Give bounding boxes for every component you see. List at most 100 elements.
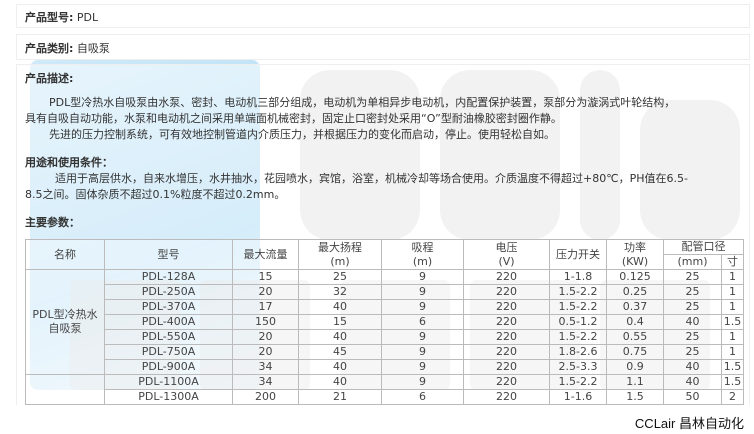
description-section: 产品描述: PDL型冷热水自吸泵由水泵、密封、电动机三部分组成，电动机为单相异步…	[16, 64, 750, 405]
table-cell: 2	[721, 389, 744, 405]
header-model: 型号	[104, 239, 233, 270]
description-p1: PDL型冷热水自吸泵由水泵、密封、电动机三部分组成，电动机为单相异步电动机，内配…	[49, 96, 676, 109]
header-voltage: 电压 (V)	[463, 239, 550, 270]
header-pipe-inch: 寸	[721, 254, 744, 270]
header-suction: 吸程 (m)	[381, 239, 464, 270]
table-cell: PDL-750A	[104, 344, 233, 360]
table-cell: 6	[381, 389, 464, 405]
table-row: PDL型冷热水自吸泵 PDL-128A 15 25 9 220 1-1.8 0.125 25 1	[25, 269, 744, 375]
header-switch: 压力开关	[549, 239, 607, 270]
table-cell: 25	[663, 329, 722, 345]
table-cell: 40	[298, 374, 382, 390]
usage-label: 用途和使用条件：	[25, 156, 113, 169]
model-value: PDL	[76, 11, 99, 24]
header-head: 最大扬程 (m)	[298, 239, 382, 270]
header-power: 功率 (KW)	[606, 239, 664, 270]
table-row: PDL-250A 20 32 9 220 1.5-2.2 0.25 25 1	[26, 284, 744, 300]
table-cell: PDL-1100A	[104, 374, 233, 390]
table-cell: 1	[721, 284, 744, 300]
table-cell: 0.4	[606, 314, 664, 330]
table-row: PDL-370A 17 40 9 220 1.5-2.2 0.37 25 1	[26, 299, 744, 315]
table-cell: 1.5-2.2	[549, 299, 607, 315]
table-cell: 220	[463, 344, 550, 360]
table-row: PDL-750A 20 45 9 220 1.8-2.6 0.75 25 1	[26, 344, 744, 360]
table-cell: 200	[232, 389, 299, 405]
header-flow: 最大流量	[232, 239, 299, 270]
usage-p1b: 8.5之间。固体杂质不超过0.1%粒度不超过0.2mm。	[25, 188, 286, 201]
empty-name-cell	[25, 374, 105, 405]
table-cell: PDL-128A	[104, 269, 233, 285]
table-cell: 1	[721, 269, 744, 285]
description-label: 产品描述:	[25, 72, 74, 85]
table-cell: 1.5-2.2	[549, 284, 607, 300]
header-pipe-mm: (mm)	[663, 254, 722, 270]
table-cell: 9	[381, 269, 464, 285]
table-cell: 1.5	[721, 314, 744, 330]
description-p1b: 具有自吸自动功能，水泵和电动机之间采用单端面机械密封，固定止口密封处采用“O”型…	[25, 112, 562, 125]
table-cell: 1	[721, 299, 744, 315]
table-cell: 1.5-2.2	[549, 374, 607, 390]
params-table: 名称 型号 最大流量 最大扬程 (m) 吸程 (m) 电压 (V) 压力开关 功率 (K…	[25, 239, 744, 405]
table-row: PDL-1100A 34 40 9 220 1.5-2.2 1.1 40 1.5	[25, 374, 744, 405]
table-cell: 9	[381, 344, 464, 360]
table-cell: 34	[232, 359, 299, 375]
table-cell: 25	[663, 299, 722, 315]
header-name: 名称	[25, 239, 105, 270]
table-cell: 45	[298, 344, 382, 360]
params-label: 主要参数：	[25, 216, 80, 229]
table-cell: 25	[663, 269, 722, 285]
table-cell: 220	[463, 374, 550, 390]
table-cell: 220	[463, 329, 550, 345]
table-cell: 20	[232, 344, 299, 360]
table-cell: 1.8-2.6	[549, 344, 607, 360]
table-cell: 15	[298, 314, 382, 330]
table-cell: 1-1.6	[549, 389, 607, 405]
table-cell: 1.5	[721, 359, 744, 375]
table-cell: 220	[463, 314, 550, 330]
table-cell: 21	[298, 389, 382, 405]
table-cell: PDL-1300A	[104, 389, 233, 405]
corner-watermark: CCLair 昌林自动化	[634, 416, 744, 431]
table-cell: 0.55	[606, 329, 664, 345]
group-name-cell: PDL型冷热水自吸泵	[25, 269, 105, 375]
table-cell: 220	[463, 359, 550, 375]
table-cell: 40	[663, 374, 722, 390]
description-p2: 先进的压力控制系统，可有效地控制管道内介质压力，并根据压力的变化而启动，停止。使…	[49, 128, 555, 141]
table-cell: 25	[298, 269, 382, 285]
table-cell: 150	[232, 314, 299, 330]
table-cell: 40	[663, 359, 722, 375]
table-cell: 40	[298, 359, 382, 375]
table-cell: 1.5	[606, 389, 664, 405]
category-label: 产品类别:	[25, 42, 74, 55]
table-cell: 0.5-1.2	[549, 314, 607, 330]
table-cell: 1.1	[606, 374, 664, 390]
table-cell: 0.37	[606, 299, 664, 315]
table-cell: 9	[381, 329, 464, 345]
table-cell: 1	[721, 329, 744, 345]
table-cell: 1.5-2.2	[549, 329, 607, 345]
model-row: 产品型号: PDL	[16, 4, 750, 28]
table-cell: 9	[381, 284, 464, 300]
table-cell: 40	[298, 329, 382, 345]
table-cell: 25	[663, 344, 722, 360]
table-cell: 20	[232, 329, 299, 345]
model-label: 产品型号:	[25, 11, 74, 24]
table-cell: 0.125	[606, 269, 664, 285]
table-row: PDL-900A 34 40 9 220 2.5-3.3 0.9 40 1.5	[26, 359, 744, 375]
category-value: 自吸泵	[76, 42, 110, 55]
table-cell: 40	[298, 299, 382, 315]
table-cell: 220	[463, 389, 550, 405]
table-cell: 6	[381, 314, 464, 330]
table-cell: 32	[298, 284, 382, 300]
table-cell: 40	[663, 314, 722, 330]
table-cell: PDL-550A	[104, 329, 233, 345]
table-cell: PDL-400A	[104, 314, 233, 330]
table-row: PDL-400A 150 15 6 220 0.5-1.2 0.4 40 1.5	[26, 314, 744, 330]
table-cell: 34	[232, 374, 299, 390]
table-row: PDL-550A 20 40 9 220 1.5-2.2 0.55 25 1	[26, 329, 744, 345]
table-cell: 220	[463, 284, 550, 300]
table-cell: 0.25	[606, 284, 664, 300]
table-cell: 15	[232, 269, 299, 285]
table-cell: 9	[381, 374, 464, 390]
table-cell: 0.9	[606, 359, 664, 375]
